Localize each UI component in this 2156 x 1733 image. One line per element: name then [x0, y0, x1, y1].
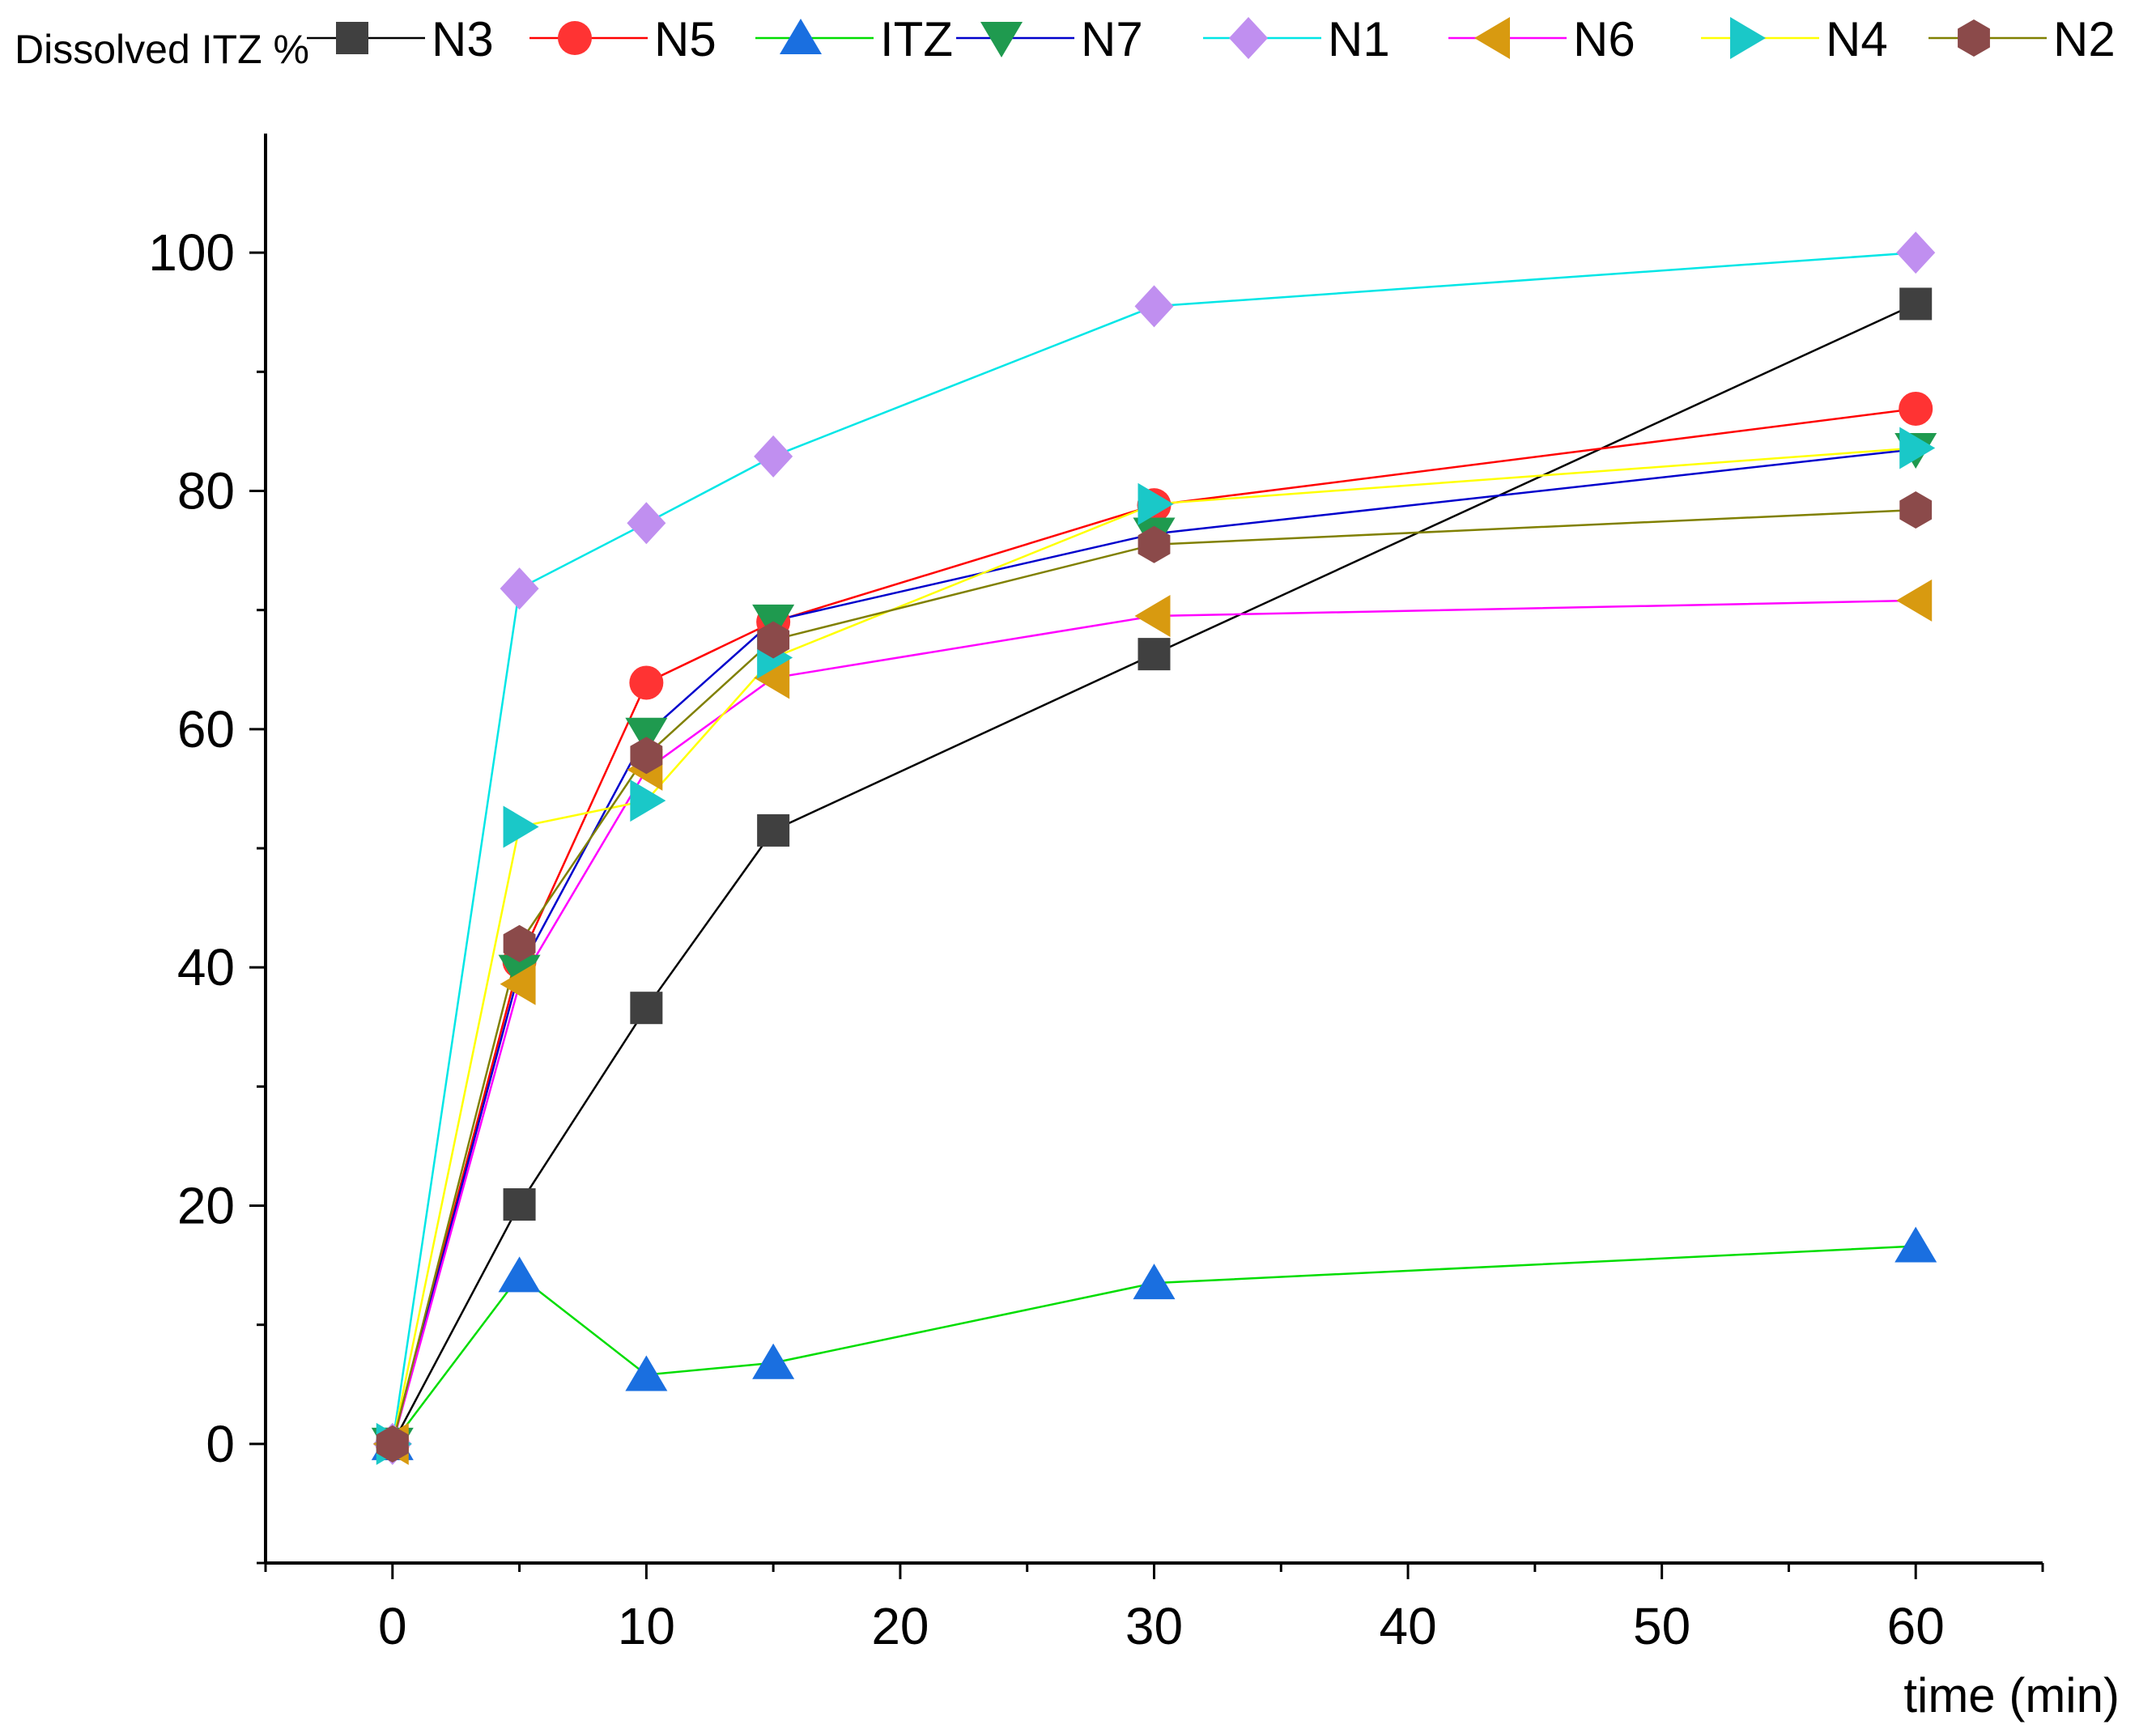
series-line-n7 — [391, 448, 1916, 1445]
data-point-n1 — [627, 502, 666, 545]
series-lines — [391, 251, 1916, 1445]
data-point-itz — [752, 1343, 795, 1379]
legend-label-itz: ITZ — [880, 12, 953, 66]
series-line-n5 — [391, 407, 1916, 1445]
y-tick-label: 100 — [148, 223, 235, 282]
legend-label-n2: N2 — [2053, 12, 2116, 66]
series-line-n3 — [391, 303, 1916, 1445]
x-tick-label: 40 — [1379, 1597, 1436, 1655]
data-point-n6 — [754, 656, 790, 699]
data-point-n3 — [1899, 287, 1933, 321]
data-point-n5 — [1899, 391, 1933, 426]
data-point-n6 — [500, 962, 536, 1005]
legend-marker-n6 — [1474, 17, 1510, 59]
y-tick-label: 20 — [177, 1177, 235, 1235]
data-point-n7 — [625, 717, 668, 754]
legend-label-n7: N7 — [1081, 12, 1143, 66]
y-tick-label: 0 — [206, 1415, 235, 1473]
data-point-itz — [625, 1355, 668, 1391]
legend-label-n3: N3 — [432, 12, 494, 66]
series-line-n2 — [391, 508, 1916, 1445]
y-tick-label: 80 — [177, 462, 235, 520]
legend-marker-n2 — [1958, 19, 1990, 57]
x-tick-label: 30 — [1125, 1597, 1183, 1655]
x-axis-label: time (min) — [1903, 1668, 2120, 1722]
data-point-n3 — [630, 992, 663, 1025]
legend-marker-n4 — [1730, 17, 1766, 59]
data-point-n3 — [757, 813, 790, 847]
data-point-n6 — [1896, 579, 1933, 622]
legend-marker-n5 — [558, 21, 592, 55]
data-point-n1 — [1134, 285, 1174, 328]
data-point-n2 — [630, 737, 663, 775]
data-point-n1 — [500, 567, 539, 610]
x-tick-label: 60 — [1887, 1597, 1945, 1655]
data-point-itz — [1894, 1226, 1937, 1263]
data-point-n3 — [1138, 638, 1171, 671]
series-line-n4 — [391, 447, 1916, 1445]
y-tick-label: 40 — [177, 938, 235, 996]
data-point-n2 — [1899, 491, 1933, 529]
y-axis-label: Dissolved ITZ % — [15, 27, 309, 72]
data-point-n2 — [503, 924, 536, 962]
data-point-itz — [498, 1256, 541, 1293]
y-tick-label: 60 — [177, 700, 235, 758]
data-point-n2 — [376, 1425, 409, 1463]
data-point-n4 — [630, 779, 666, 822]
axes: 0 20 40 60 80 100 0 10 20 30 40 50 60 — [148, 134, 2044, 1655]
data-point-n2 — [1138, 525, 1171, 563]
legend-label-n4: N4 — [1826, 12, 1888, 66]
legend-marker-n7 — [980, 22, 1023, 57]
data-point-n4 — [1138, 482, 1174, 525]
data-point-n7 — [498, 954, 541, 991]
x-tick-label: 0 — [378, 1597, 407, 1655]
data-point-n4 — [503, 805, 539, 848]
legend-marker-n1 — [1229, 17, 1268, 59]
data-point-n2 — [757, 621, 790, 659]
data-point-n3 — [503, 1188, 536, 1221]
series-markers — [371, 231, 1937, 1465]
data-point-n6 — [1134, 595, 1171, 638]
legend: N3 N5 ITZ N7 N1 N6 N4 N2 — [307, 12, 2116, 66]
legend-marker-itz — [780, 19, 822, 54]
legend-label-n5: N5 — [654, 12, 717, 66]
x-tick-label: 20 — [871, 1597, 929, 1655]
plot-area: 0 20 40 60 80 100 0 10 20 30 40 50 60 — [148, 134, 2044, 1655]
data-point-n1 — [1896, 231, 1936, 274]
legend-label-n6: N6 — [1573, 12, 1635, 66]
x-tick-label: 50 — [1633, 1597, 1690, 1655]
data-point-itz — [1133, 1264, 1176, 1300]
legend-marker-n3 — [336, 22, 368, 54]
data-point-n4 — [1899, 427, 1936, 469]
data-point-n5 — [629, 665, 664, 700]
data-point-n1 — [754, 435, 793, 478]
series-line-itz — [391, 1245, 1916, 1445]
series-line-n1 — [391, 251, 1916, 1445]
x-tick-label: 10 — [618, 1597, 675, 1655]
legend-label-n1: N1 — [1328, 12, 1390, 66]
series-line-n6 — [391, 599, 1916, 1445]
